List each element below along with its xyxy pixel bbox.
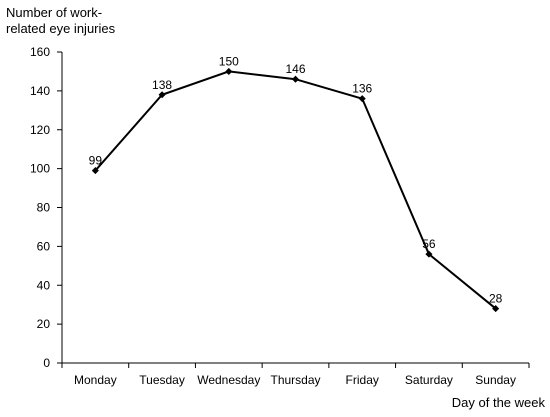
y-tick-label: 80 [37, 201, 51, 215]
data-label: 138 [152, 78, 172, 92]
data-label: 136 [352, 82, 372, 96]
y-tick-label: 60 [37, 239, 51, 253]
data-label: 150 [219, 54, 239, 68]
y-tick-label: 120 [30, 123, 50, 137]
data-point [291, 75, 300, 83]
y-axis-label-line-2: related eye injuries [6, 21, 116, 36]
data-point [91, 167, 99, 175]
data-point [158, 91, 166, 99]
y-axis-label-line-1: Number of work- [6, 5, 102, 20]
data-label: 99 [89, 154, 103, 168]
series-line [94, 70, 497, 310]
x-tick-label: Tuesday [139, 373, 185, 387]
y-tick-label: 160 [30, 45, 50, 59]
x-tick-label: Saturday [405, 373, 453, 387]
y-tick-label: 100 [30, 162, 50, 176]
data-label: 146 [285, 62, 305, 76]
y-axis-ticks: 0 20 40 60 80 100 120 140 160 [30, 45, 62, 370]
y-tick-label: 140 [30, 84, 50, 98]
data-label: 28 [489, 292, 503, 306]
data-points [91, 67, 500, 313]
x-tick-label: Sunday [475, 373, 516, 387]
x-tick-label: Wednesday [197, 373, 260, 387]
x-axis-ticks: Monday Tuesday Wednesday Thursday Friday Satu… [61, 363, 530, 387]
data-point [425, 250, 433, 258]
data-point [492, 305, 500, 313]
y-tick-label: 20 [37, 317, 51, 331]
x-tick-label: Thursday [270, 373, 320, 387]
y-tick-label: 40 [37, 278, 51, 292]
data-labels: 99 138 150 146 136 56 28 [89, 54, 503, 305]
x-tick-label: Friday [346, 373, 379, 387]
y-tick-label: 0 [43, 356, 50, 370]
x-tick-label: Monday [74, 373, 117, 387]
data-point [358, 95, 366, 103]
data-point [225, 67, 233, 75]
data-label: 56 [422, 237, 436, 251]
x-axis-label: Day of the week [452, 395, 546, 410]
